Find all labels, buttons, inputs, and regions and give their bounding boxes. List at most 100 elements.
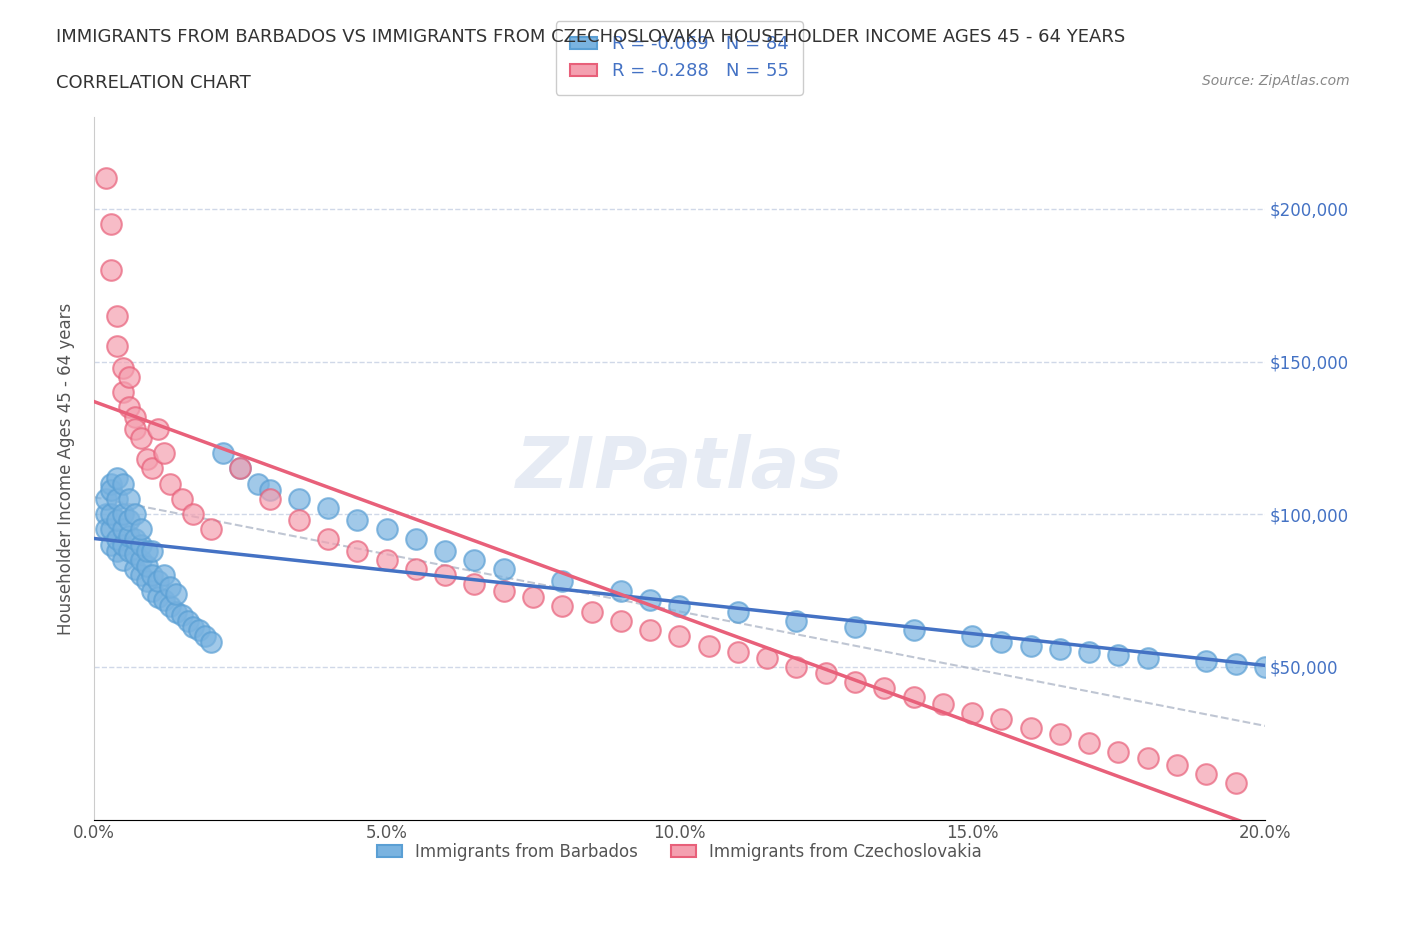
- Point: [610, 614, 633, 629]
- Point: [727, 604, 749, 619]
- Point: [105, 471, 128, 485]
- Point: [1136, 650, 1159, 665]
- Point: [492, 562, 515, 577]
- Point: [434, 543, 457, 558]
- Point: [434, 568, 457, 583]
- Point: [94, 507, 117, 522]
- Point: [112, 538, 135, 552]
- Point: [112, 552, 135, 567]
- Point: [141, 543, 163, 558]
- Point: [135, 559, 157, 574]
- Point: [118, 528, 141, 543]
- Point: [100, 217, 122, 232]
- Point: [316, 500, 339, 515]
- Point: [148, 574, 170, 589]
- Point: [159, 598, 181, 613]
- Point: [141, 461, 163, 476]
- Point: [129, 552, 152, 567]
- Point: [170, 607, 193, 622]
- Point: [100, 476, 122, 491]
- Point: [124, 562, 146, 577]
- Point: [159, 476, 181, 491]
- Point: [105, 543, 128, 558]
- Text: ZIPatlas: ZIPatlas: [516, 434, 844, 503]
- Point: [1282, 662, 1305, 677]
- Point: [697, 638, 720, 653]
- Point: [100, 538, 122, 552]
- Point: [288, 512, 311, 527]
- Point: [94, 522, 117, 537]
- Point: [1195, 654, 1218, 669]
- Point: [375, 522, 398, 537]
- Point: [844, 674, 866, 689]
- Point: [638, 592, 661, 607]
- Point: [165, 586, 187, 601]
- Point: [990, 711, 1012, 726]
- Y-axis label: Householder Income Ages 45 - 64 years: Householder Income Ages 45 - 64 years: [58, 302, 75, 634]
- Point: [129, 522, 152, 537]
- Point: [551, 598, 574, 613]
- Point: [1107, 647, 1129, 662]
- Point: [105, 531, 128, 546]
- Text: IMMIGRANTS FROM BARBADOS VS IMMIGRANTS FROM CZECHOSLOVAKIA HOUSEHOLDER INCOME AG: IMMIGRANTS FROM BARBADOS VS IMMIGRANTS F…: [56, 28, 1125, 46]
- Point: [105, 339, 128, 353]
- Point: [148, 590, 170, 604]
- Point: [135, 543, 157, 558]
- Legend: Immigrants from Barbados, Immigrants from Czechoslovakia: Immigrants from Barbados, Immigrants fro…: [370, 836, 988, 868]
- Point: [375, 552, 398, 567]
- Point: [610, 583, 633, 598]
- Point: [492, 583, 515, 598]
- Point: [246, 476, 269, 491]
- Point: [229, 461, 252, 476]
- Point: [129, 568, 152, 583]
- Point: [159, 580, 181, 595]
- Point: [581, 604, 603, 619]
- Point: [176, 614, 198, 629]
- Point: [1107, 745, 1129, 760]
- Point: [200, 635, 222, 650]
- Point: [1225, 657, 1247, 671]
- Point: [153, 568, 176, 583]
- Text: CORRELATION CHART: CORRELATION CHART: [56, 74, 252, 92]
- Point: [1049, 726, 1071, 741]
- Point: [153, 592, 176, 607]
- Point: [200, 522, 222, 537]
- Point: [112, 507, 135, 522]
- Point: [112, 385, 135, 400]
- Point: [1078, 644, 1101, 659]
- Point: [129, 538, 152, 552]
- Point: [463, 577, 485, 591]
- Point: [1341, 669, 1364, 684]
- Point: [141, 568, 163, 583]
- Point: [1312, 666, 1334, 681]
- Point: [229, 461, 252, 476]
- Point: [727, 644, 749, 659]
- Point: [118, 400, 141, 415]
- Point: [129, 431, 152, 445]
- Point: [668, 629, 690, 644]
- Point: [668, 598, 690, 613]
- Point: [932, 696, 955, 711]
- Point: [100, 522, 122, 537]
- Point: [346, 543, 368, 558]
- Point: [1195, 766, 1218, 781]
- Point: [405, 531, 427, 546]
- Point: [1136, 751, 1159, 766]
- Point: [94, 492, 117, 507]
- Point: [183, 507, 205, 522]
- Point: [1254, 659, 1277, 674]
- Point: [94, 171, 117, 186]
- Point: [100, 262, 122, 277]
- Point: [165, 604, 187, 619]
- Point: [288, 492, 311, 507]
- Point: [346, 512, 368, 527]
- Point: [124, 507, 146, 522]
- Point: [785, 659, 807, 674]
- Point: [112, 360, 135, 375]
- Point: [903, 623, 925, 638]
- Point: [1166, 757, 1188, 772]
- Point: [211, 445, 233, 460]
- Point: [259, 483, 281, 498]
- Point: [183, 619, 205, 634]
- Point: [194, 629, 217, 644]
